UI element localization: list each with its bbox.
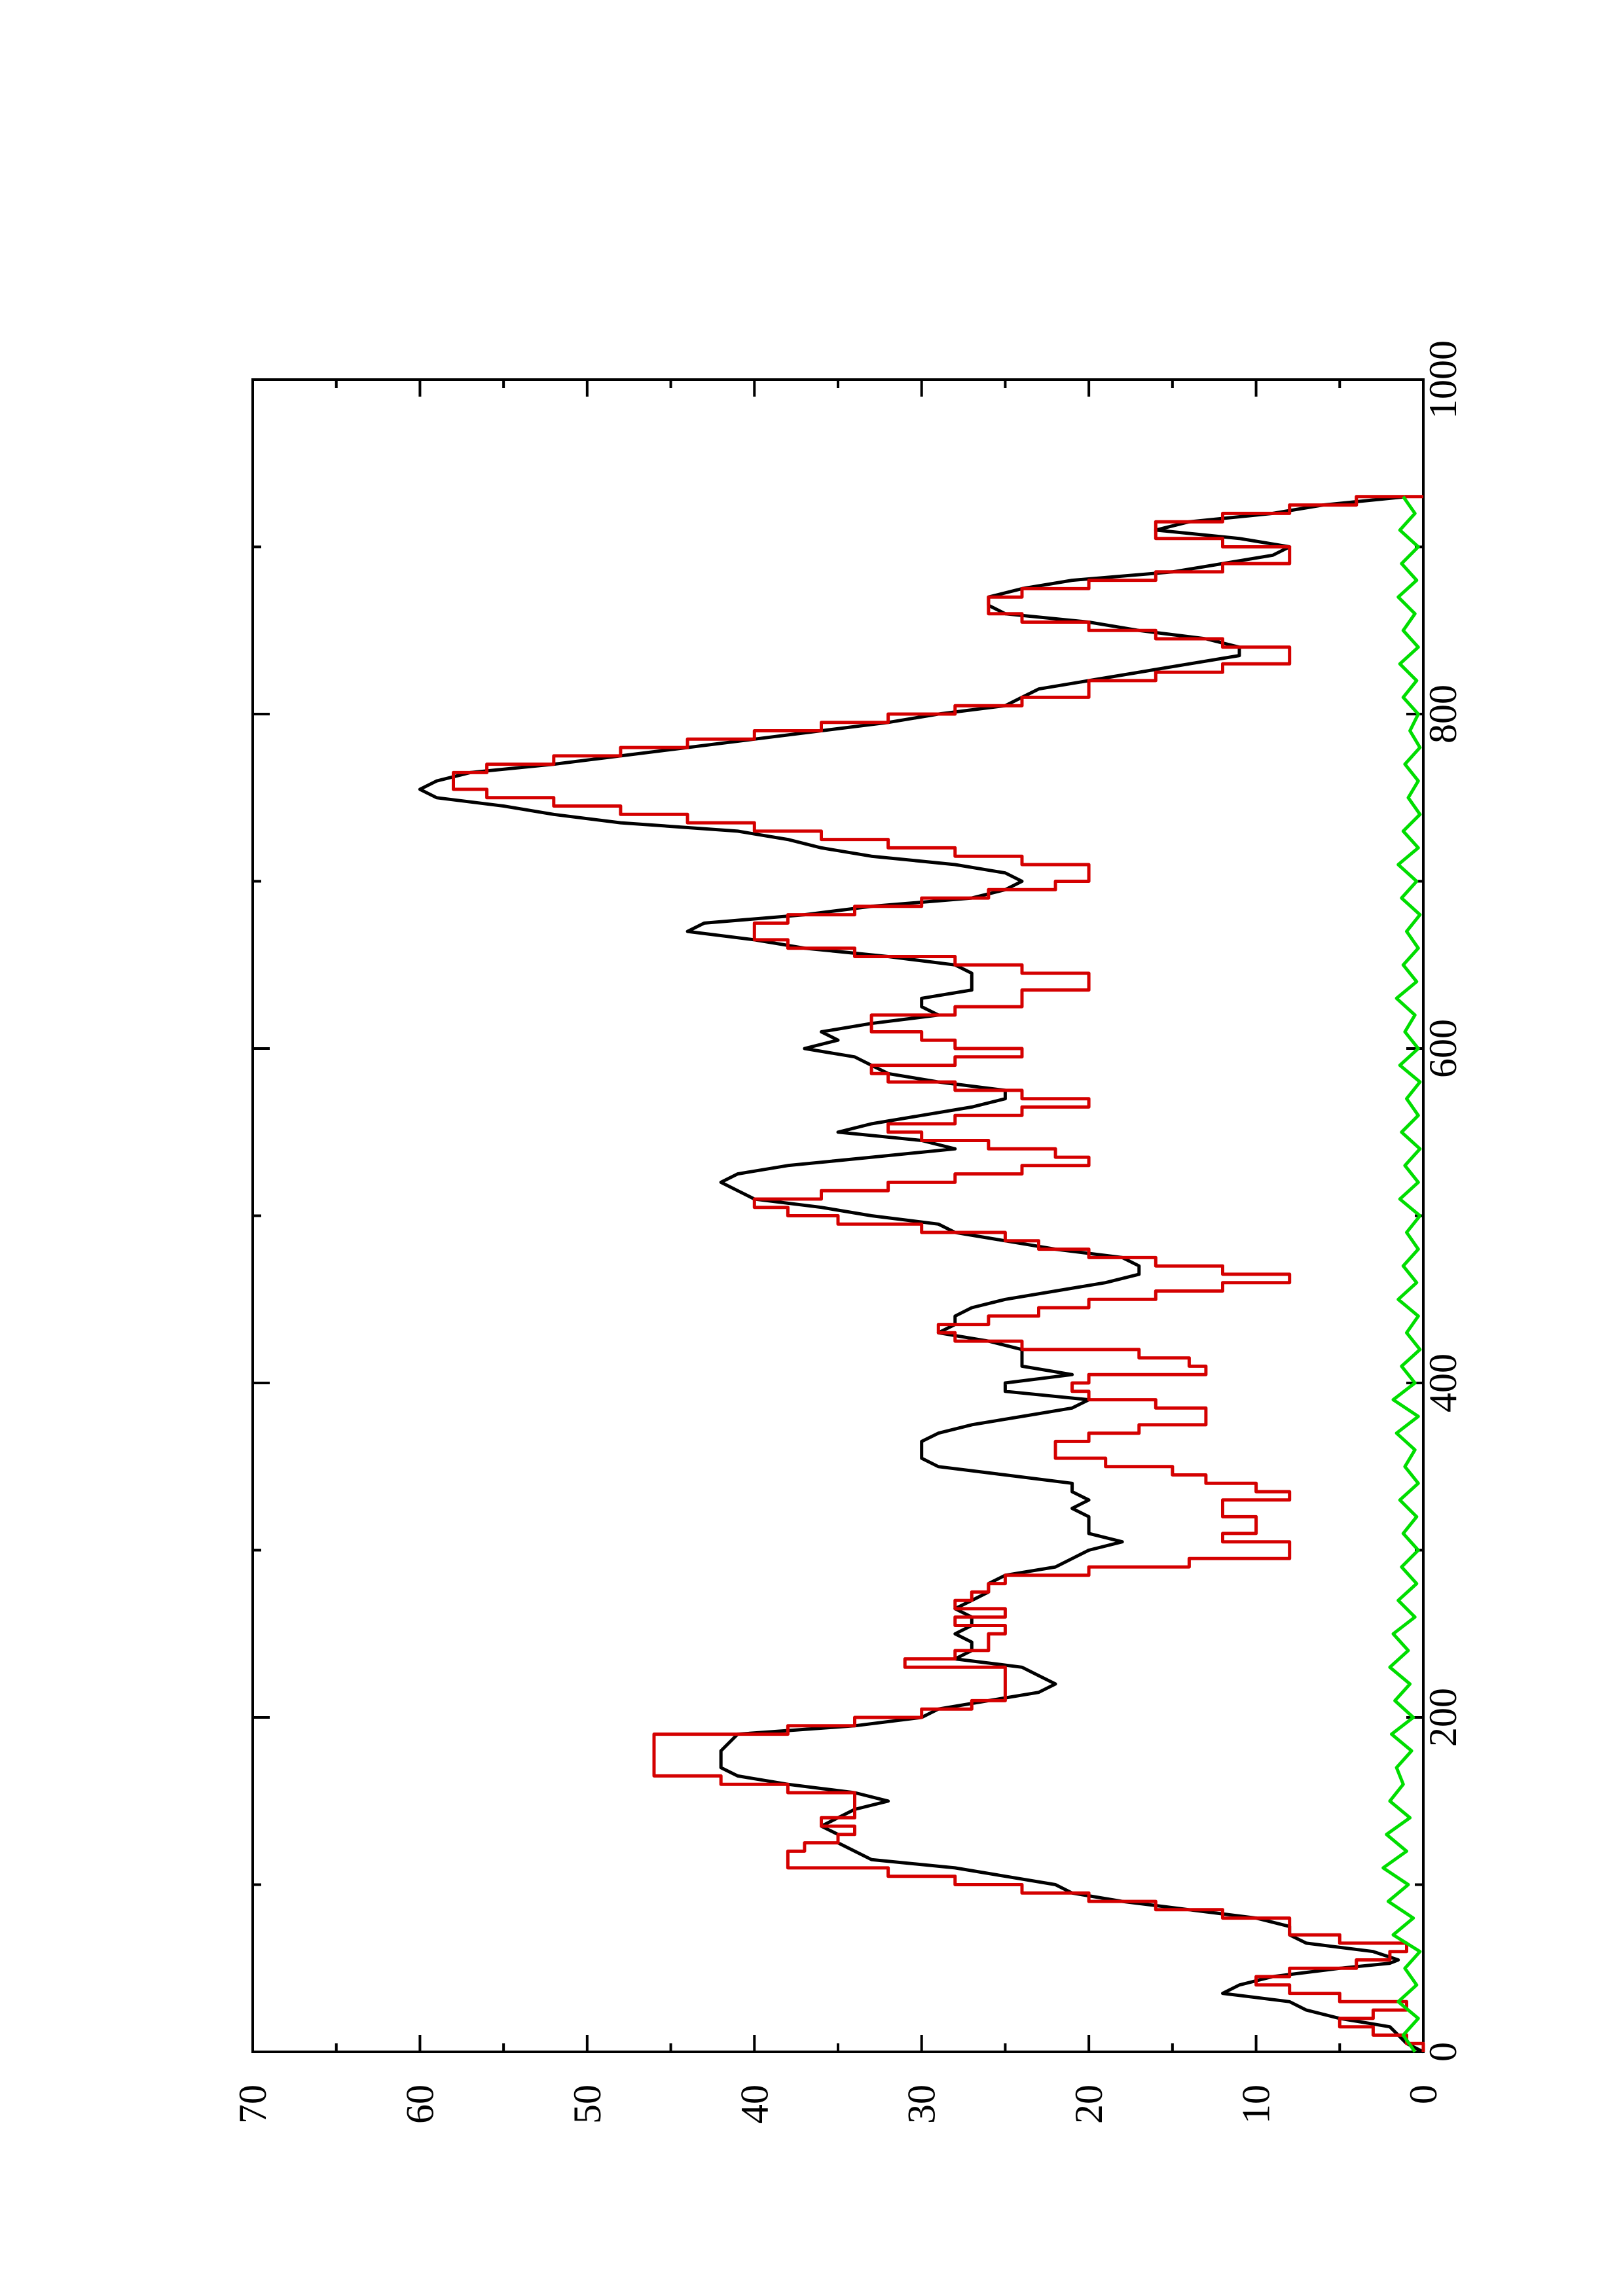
tick-labels: 0 200 400 600 800 1000 0 10 20 30 40 50 60 70	[231, 340, 1465, 2124]
x-tick-label: 400	[1421, 1354, 1465, 1412]
x-tick-label: 0	[1421, 2042, 1465, 2062]
axis-ticks	[251, 378, 1425, 2053]
x-tick-label: 1000	[1421, 340, 1465, 419]
x-tick-label: 600	[1421, 1019, 1465, 1078]
y-tick-label: 10	[1235, 2085, 1278, 2124]
y-tick-label: 50	[566, 2085, 609, 2124]
y-tick-label: 0	[1402, 2085, 1445, 2104]
series-layer	[418, 495, 1425, 2054]
y-tick-label: 40	[733, 2085, 776, 2124]
y-tick-label: 70	[231, 2085, 274, 2124]
series-line-3	[1381, 495, 1422, 2053]
series-line-2	[452, 495, 1425, 2052]
y-tick-label: 60	[398, 2085, 441, 2124]
series-line-1	[418, 495, 1425, 2054]
y-tick-label: 30	[900, 2085, 943, 2124]
x-tick-label: 800	[1421, 685, 1465, 744]
x-tick-label: 200	[1421, 1688, 1465, 1747]
y-tick-label: 20	[1067, 2085, 1110, 2124]
